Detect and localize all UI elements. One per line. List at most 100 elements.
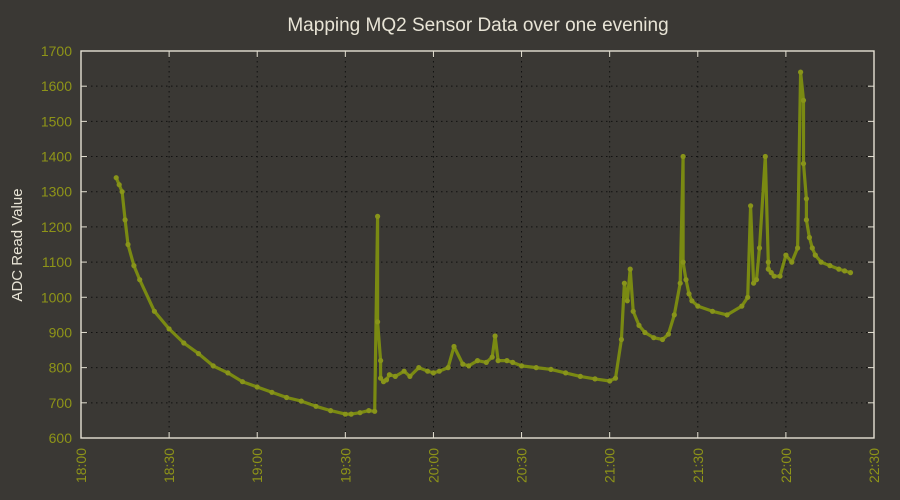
axis-layer: 600 700 800 900 1000 1100 1200 1300 1400 1500 1600… bbox=[41, 43, 882, 483]
data-point bbox=[548, 366, 554, 372]
x-tick-label: 18:30 bbox=[161, 448, 177, 483]
data-point bbox=[771, 273, 777, 279]
data-point bbox=[430, 370, 436, 376]
data-point bbox=[806, 234, 813, 241]
data-point bbox=[739, 303, 745, 309]
data-point bbox=[131, 263, 137, 269]
data-point bbox=[621, 280, 628, 286]
data-point bbox=[748, 203, 754, 209]
data-point bbox=[451, 343, 457, 350]
data-point bbox=[756, 245, 763, 251]
data-point bbox=[510, 359, 516, 365]
x-tick-label: 20:00 bbox=[425, 448, 441, 483]
data-point bbox=[577, 373, 583, 379]
data-point bbox=[659, 336, 666, 343]
data-point bbox=[627, 266, 633, 272]
data-point bbox=[612, 375, 619, 381]
data-point bbox=[474, 358, 481, 364]
data-point bbox=[636, 322, 642, 328]
data-point bbox=[137, 277, 143, 283]
data-point bbox=[789, 259, 795, 265]
data-point bbox=[827, 263, 833, 269]
data-point bbox=[113, 175, 119, 181]
data-point bbox=[665, 331, 672, 337]
data-point bbox=[803, 196, 810, 202]
data-point bbox=[812, 252, 818, 258]
y-tick-label: 1400 bbox=[41, 149, 72, 165]
data-point bbox=[392, 373, 398, 379]
data-point bbox=[642, 329, 648, 336]
data-point bbox=[348, 411, 354, 417]
data-point bbox=[563, 370, 569, 376]
data-point bbox=[466, 363, 472, 369]
data-point bbox=[624, 298, 630, 304]
data-point bbox=[651, 335, 657, 341]
data-point bbox=[680, 259, 686, 265]
chart-title: Mapping MQ2 Sensor Data over one evening bbox=[287, 15, 668, 36]
data-point bbox=[125, 241, 131, 248]
data-point bbox=[269, 389, 275, 395]
data-point bbox=[592, 376, 598, 382]
y-tick-label: 600 bbox=[49, 430, 73, 446]
data-point bbox=[166, 326, 172, 332]
y-tick-label: 1600 bbox=[41, 78, 72, 94]
data-point bbox=[313, 403, 319, 409]
data-point bbox=[753, 277, 760, 283]
data-point bbox=[795, 245, 801, 251]
data-point bbox=[254, 384, 260, 390]
data-point bbox=[689, 298, 695, 304]
data-point bbox=[533, 365, 539, 371]
y-tick-label: 1100 bbox=[42, 254, 72, 270]
data-point bbox=[765, 259, 771, 265]
data-point bbox=[809, 245, 815, 251]
data-point bbox=[765, 266, 771, 272]
x-tick-label: 21:00 bbox=[602, 448, 618, 483]
data-point bbox=[401, 368, 407, 374]
data-point bbox=[751, 280, 757, 286]
data-point bbox=[680, 153, 686, 160]
data-point bbox=[372, 408, 378, 414]
y-tick-label: 1700 bbox=[41, 43, 72, 59]
data-point bbox=[836, 266, 842, 272]
data-point bbox=[378, 358, 384, 364]
data-point bbox=[284, 394, 290, 401]
data-point bbox=[407, 373, 413, 379]
data-point bbox=[116, 182, 122, 188]
data-point bbox=[298, 398, 304, 404]
data-point bbox=[366, 408, 372, 414]
data-point bbox=[386, 372, 392, 378]
series-layer bbox=[113, 69, 854, 417]
data-point bbox=[151, 308, 157, 314]
y-tick-label: 1200 bbox=[41, 219, 72, 235]
y-tick-label: 800 bbox=[49, 360, 73, 376]
data-point bbox=[630, 308, 636, 314]
data-point bbox=[445, 365, 451, 371]
data-point bbox=[383, 377, 390, 383]
data-point bbox=[416, 365, 422, 371]
data-point bbox=[847, 270, 854, 276]
data-point bbox=[181, 340, 187, 346]
data-point bbox=[489, 354, 495, 360]
data-point bbox=[683, 277, 689, 283]
x-tick-label: 20:30 bbox=[514, 448, 530, 483]
y-tick-label: 900 bbox=[49, 324, 73, 340]
data-point bbox=[607, 378, 613, 384]
data-point bbox=[724, 312, 730, 318]
data-point bbox=[677, 280, 683, 286]
data-point bbox=[800, 161, 807, 167]
grid-layer bbox=[81, 51, 874, 438]
x-tick-label: 19:00 bbox=[249, 448, 265, 483]
data-point bbox=[818, 259, 824, 265]
y-tick-label: 1000 bbox=[41, 289, 72, 305]
data-point bbox=[328, 408, 334, 414]
data-point bbox=[492, 333, 498, 339]
data-point bbox=[695, 303, 701, 309]
x-tick-label: 19:30 bbox=[337, 448, 353, 483]
data-point bbox=[686, 291, 692, 297]
data-point bbox=[783, 252, 789, 258]
data-point bbox=[762, 153, 768, 160]
data-point bbox=[210, 363, 216, 369]
